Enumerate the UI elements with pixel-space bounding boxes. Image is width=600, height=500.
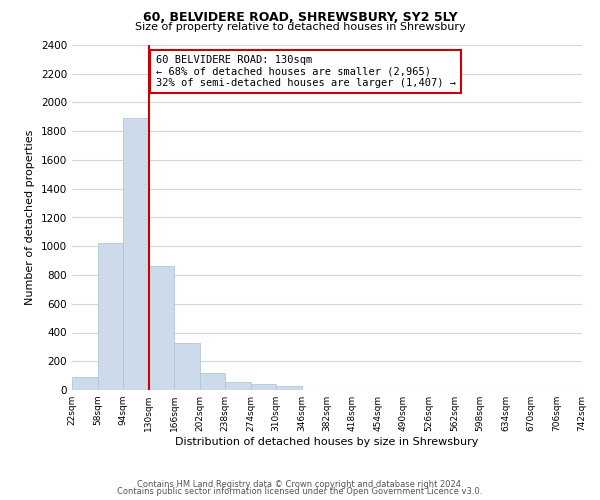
Bar (251, 384, 276, 390)
Bar (123, 118, 149, 390)
Text: 60, BELVIDERE ROAD, SHREWSBURY, SY2 5LY: 60, BELVIDERE ROAD, SHREWSBURY, SY2 5LY (143, 11, 457, 24)
Text: Size of property relative to detached houses in Shrewsbury: Size of property relative to detached ho… (134, 22, 466, 32)
Text: Contains HM Land Registry data © Crown copyright and database right 2024.: Contains HM Land Registry data © Crown c… (137, 480, 463, 489)
Bar (149, 266, 174, 390)
Bar (72, 377, 97, 390)
Y-axis label: Number of detached properties: Number of detached properties (25, 130, 35, 305)
Bar (276, 386, 302, 390)
Text: 60 BELVIDERE ROAD: 130sqm
← 68% of detached houses are smaller (2,965)
32% of se: 60 BELVIDERE ROAD: 130sqm ← 68% of detac… (155, 55, 455, 88)
Bar (174, 344, 199, 390)
Bar (199, 373, 225, 390)
X-axis label: Distribution of detached houses by size in Shrewsbury: Distribution of detached houses by size … (175, 437, 479, 447)
Bar (225, 382, 251, 390)
Text: Contains public sector information licensed under the Open Government Licence v3: Contains public sector information licen… (118, 487, 482, 496)
Bar (97, 244, 123, 390)
